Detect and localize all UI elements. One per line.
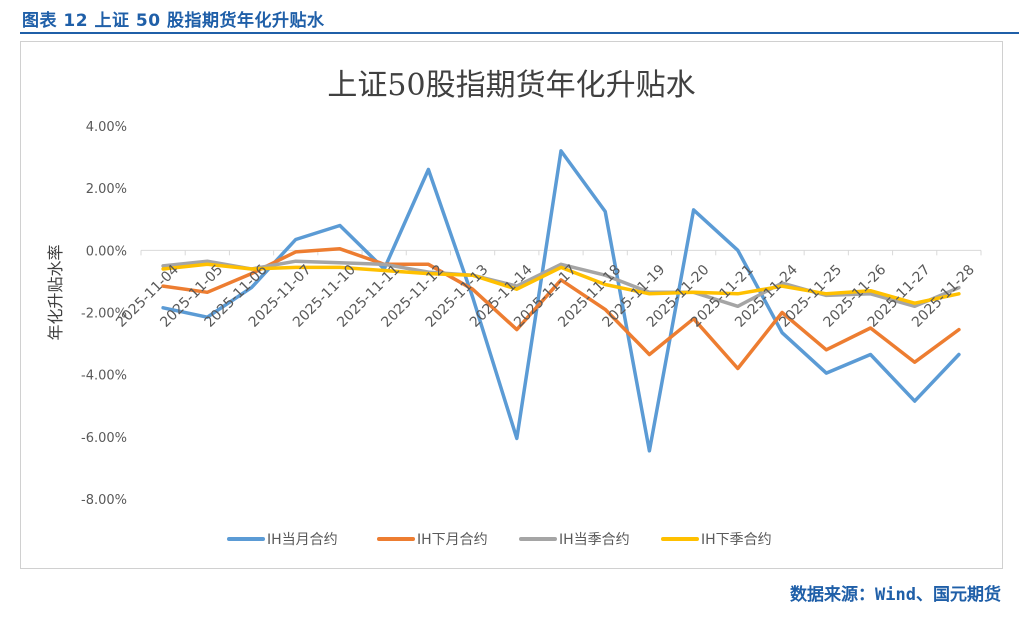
y-tick-label: -4.00% <box>81 369 127 384</box>
y-axis-title: 年化升贴水率 <box>46 244 65 340</box>
chart-title: 上证50股指期货年化升贴水 <box>327 68 696 103</box>
series-line-0 <box>161 149 961 453</box>
y-tick-label: -8.00% <box>81 493 127 508</box>
legend-label-1: IH下月合约 <box>417 532 488 548</box>
y-tick-label: 0.00% <box>86 244 127 259</box>
legend-label-2: IH当季合约 <box>559 532 630 548</box>
chart-frame: 上证50股指期货年化升贴水 4.00% 2.00% 0.00% -2.00% -4.00… <box>20 41 1003 569</box>
source-note: 数据来源：Wind、国元期货 <box>790 585 1001 605</box>
series-line-3 <box>161 262 961 305</box>
series-line-1 <box>161 247 961 371</box>
y-tick-label: -6.00% <box>81 431 127 446</box>
legend-label-3: IH下季合约 <box>701 532 772 548</box>
caption-rule <box>20 32 1019 34</box>
line-chart: 4.00% 2.00% 0.00% -2.00% -4.00% -6.00% -8.00% 年… <box>46 120 982 548</box>
y-tick-label: -2.00% <box>81 307 127 322</box>
figure-caption: 图表 12 上证 50 股指期货年化升贴水 <box>22 11 325 31</box>
legend-label-0: IH当月合约 <box>267 532 338 548</box>
y-tick-label: 4.00% <box>86 120 127 135</box>
y-tick-label: 2.00% <box>86 182 127 197</box>
